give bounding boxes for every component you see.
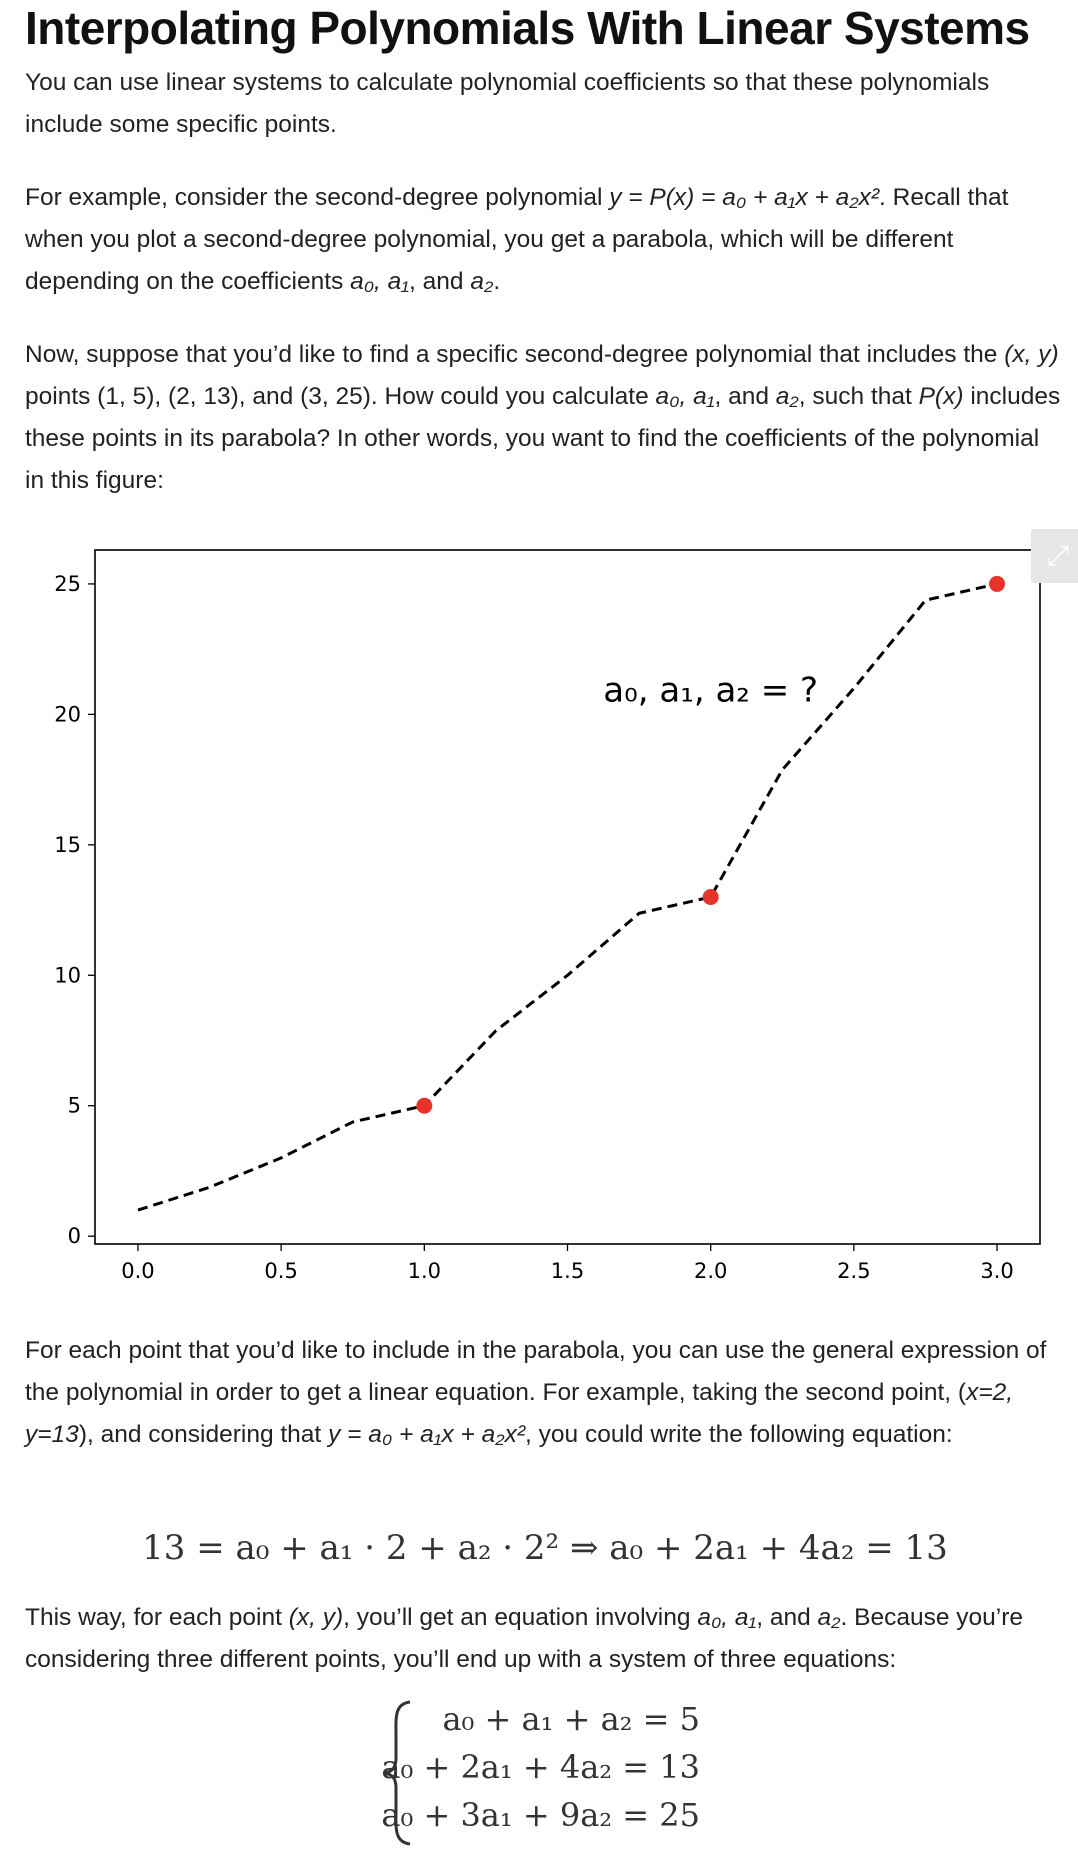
x-tick-label: 3.0 [980,1259,1013,1283]
intro-paragraph: You can use linear systems to calculate … [25,62,1065,146]
example-text-b: . Recall that when you plot a second-deg… [25,184,1009,295]
xy-math: (x, y) [1004,341,1059,368]
coefficients-annotation: a₀, a₁, a₂ = ? [603,670,818,710]
polynomial-math: y = a₀ + a₁x + a₂x² [328,1421,526,1448]
y-tick-label: 0 [68,1224,81,1248]
parabola-figure: 0.0 0.5 1.0 1.5 2.0 2.5 3.0 0 5 10 15 20 25 a₀, a₁, a… [25,528,1065,1288]
x-tick-label: 1.5 [551,1259,584,1283]
points-text-d: includes these points in its parabola? I… [25,383,1061,494]
data-point [702,889,719,905]
y-tick-label: 20 [54,702,81,726]
coefficient-last-math: a₂ [470,268,494,295]
x-tick-label: 2.0 [694,1259,727,1283]
intro-text: You can use linear systems to calculate … [25,69,990,138]
plot-frame [94,549,1041,1245]
points-paragraph: Now, suppose that you’d like to find a s… [25,334,1065,502]
and-text: , and [756,1604,818,1631]
second-point-math: x=2, y=13 [25,1379,1014,1448]
example-text-end: . [493,268,501,295]
y-tick-label: 5 [68,1094,81,1118]
polynomial-math: y = P(x) = a₀ + a₁x + a₂x² [609,184,880,211]
system-paragraph: This way, for each point (x, y), you’ll … [25,1597,1065,1681]
expand-icon: ⤢ [1046,539,1070,572]
y-tick-label: 25 [54,572,81,596]
system-text-a: This way, for each point [25,1604,289,1631]
example-text-a: For example, consider the second-degree … [25,184,610,211]
coefficients-math: a₀, a₁ [655,383,715,410]
points-text-b: points (1, 5), (2, 13), and (3, 25). How… [25,383,656,410]
coefficients-math: a₀, a₁ [350,268,410,295]
page-title: Interpolating Polynomials With Linear Sy… [25,2,1030,54]
interpolating-curve [137,582,998,1212]
example-equation: 13 = a₀ + a₁ · 2 + a₂ · 2² ⇒ a₀ + 2a₁ + … [142,1528,948,1568]
data-point [989,575,1006,592]
equation-system: a₀ + a₁ + a₂ = 5 a₀ + 2a₁ + 4a₂ = 13 a₀ … [380,1698,780,1848]
x-tick-label: 2.5 [837,1259,870,1283]
data-point [416,1097,433,1114]
system-equation-1: a₀ + a₁ + a₂ = 5 [442,1700,700,1738]
coefficient-last-math: a₂ [817,1604,841,1631]
x-tick-label: 0.0 [121,1259,154,1283]
linear-equation-paragraph: For each point that you’d like to includ… [25,1330,1065,1456]
xy-math: (x, y) [288,1604,344,1631]
linear-text-b: ), and considering that [78,1421,329,1448]
system-equation-3: a₀ + 3a₁ + 9a₂ = 25 [381,1796,700,1834]
left-brace [383,1700,411,1846]
and-text: , and [409,268,471,295]
coefficients-math: a₀, a₁ [697,1604,757,1631]
y-tick-label: 15 [54,833,81,857]
expand-figure-button[interactable]: ⤢ [1031,529,1078,583]
y-tick-label: 10 [54,963,81,987]
points-text-c: , such that [798,383,919,410]
points-text-a: Now, suppose that you’d like to find a s… [25,341,1005,368]
coefficient-last-math: a₂ [775,383,799,410]
px-math: P(x) [918,383,964,410]
linear-text-a: For each point that you’d like to includ… [25,1337,1047,1406]
example-paragraph: For example, consider the second-degree … [25,177,1065,303]
x-tick-label: 1.0 [408,1259,441,1283]
linear-text-c: , you could write the following equation… [525,1421,953,1448]
parabola-chart: 0.0 0.5 1.0 1.5 2.0 2.5 3.0 0 5 10 15 20 25 a₀, a₁, a… [54,549,1041,1283]
system-text-c: . Because you’re considering three diffe… [25,1604,1024,1673]
system-text-b: , you’ll get an equation involving [343,1604,698,1631]
and-text: , and [714,383,776,410]
x-tick-label: 0.5 [264,1259,297,1283]
system-equation-2: a₀ + 2a₁ + 4a₂ = 13 [381,1748,700,1786]
